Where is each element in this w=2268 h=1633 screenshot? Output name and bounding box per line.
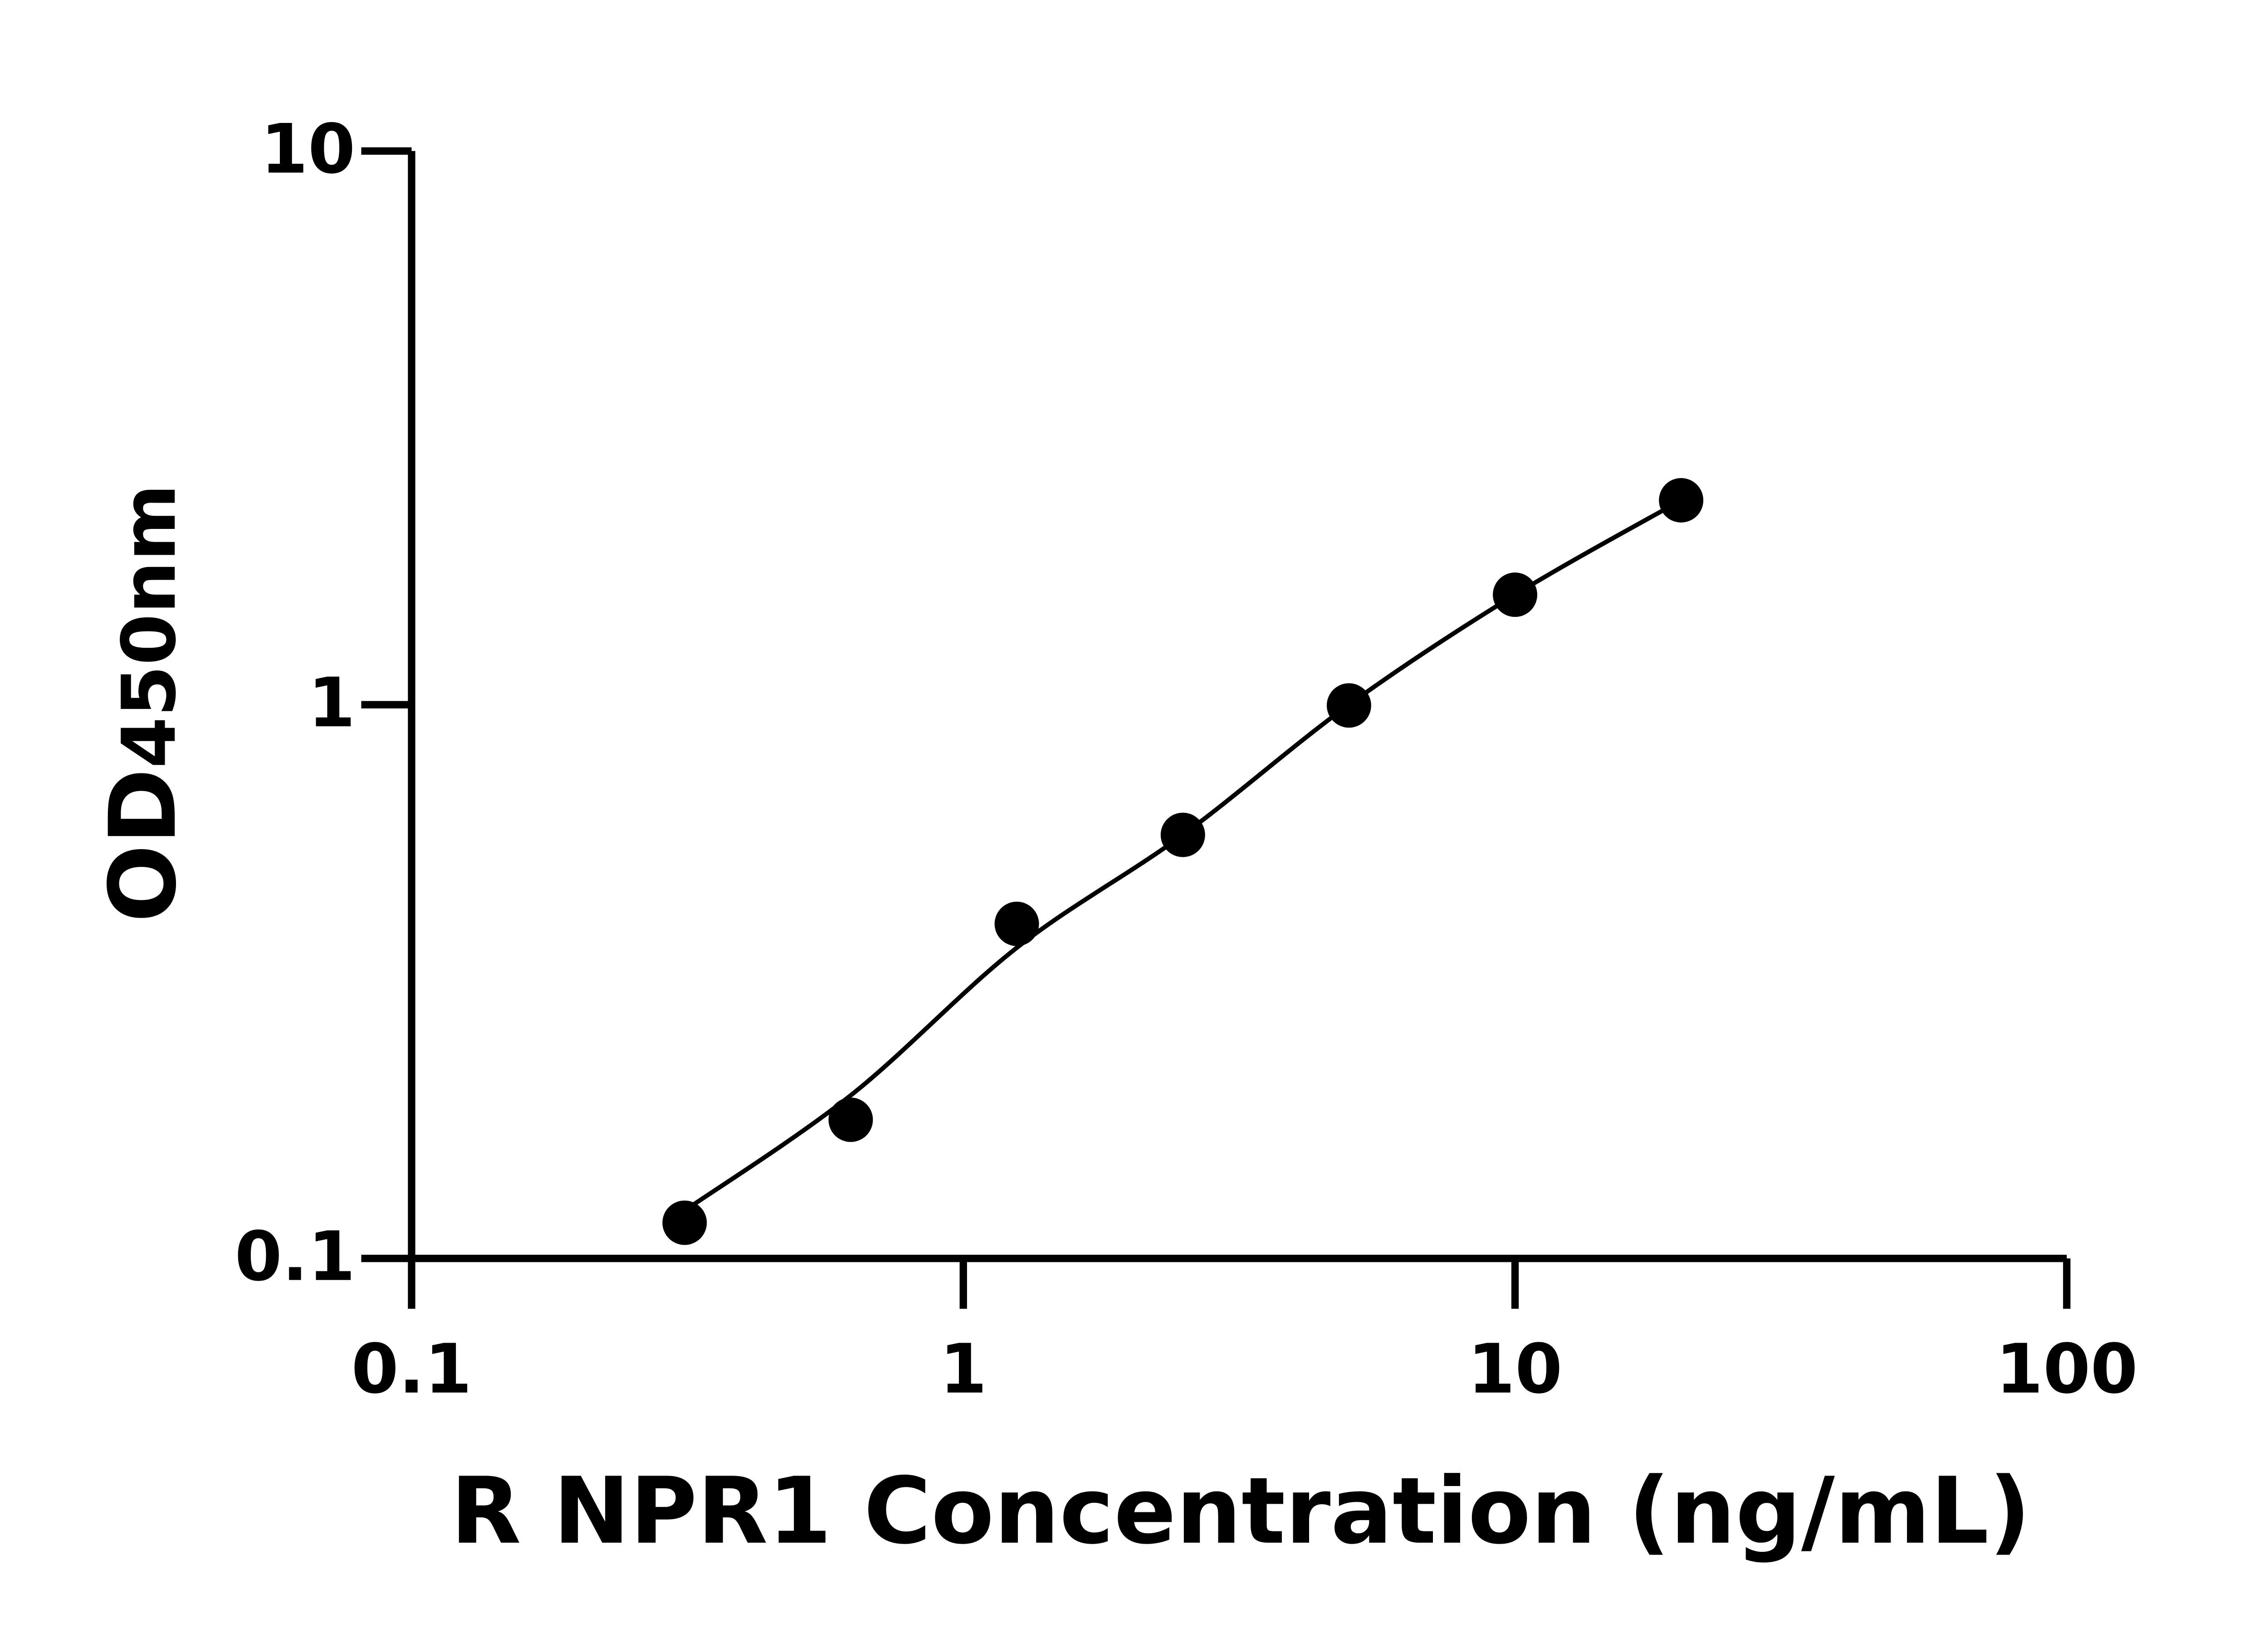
x-tick-label: 0.1 xyxy=(351,1330,472,1409)
y-tick-label: 0.1 xyxy=(235,1217,355,1296)
data-point xyxy=(1326,683,1371,728)
y-tick-label: 10 xyxy=(260,110,355,189)
x-tick-label: 10 xyxy=(1468,1330,1563,1409)
x-tick-label: 1 xyxy=(939,1330,987,1409)
y-axis-title: OD450nm xyxy=(89,484,196,923)
data-point xyxy=(662,1200,707,1245)
data-point xyxy=(994,901,1039,946)
y-axis-title-sub: 450nm xyxy=(107,484,192,768)
x-tick-label: 100 xyxy=(1996,1330,2138,1409)
y-axis-title-group: OD450nm xyxy=(89,484,196,923)
data-point xyxy=(828,1097,873,1142)
data-point xyxy=(1160,812,1205,857)
x-axis-title: R NPR1 Concentration (ng/mL) xyxy=(450,1457,2031,1565)
data-point xyxy=(1493,572,1538,617)
data-point xyxy=(1659,478,1704,523)
y-tick-label: 1 xyxy=(308,664,355,743)
y-axis-title-main: OD xyxy=(89,768,196,923)
